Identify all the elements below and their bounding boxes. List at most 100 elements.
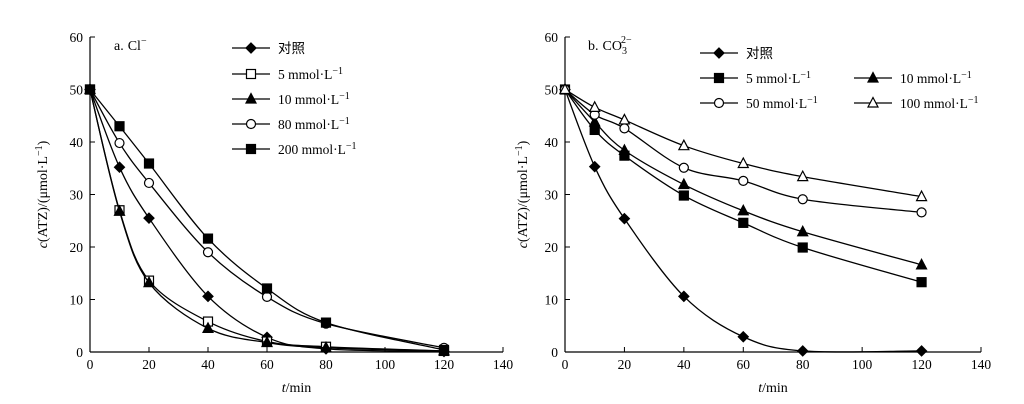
data-point	[737, 330, 750, 343]
x-tick-label: 60	[260, 357, 274, 372]
legend-item: 10 mmol·L−1	[854, 70, 972, 86]
data-point	[261, 291, 273, 302]
legend-name: 200	[278, 142, 299, 157]
series-line	[89, 89, 445, 352]
legend-marker	[245, 42, 257, 54]
x-axis-label: t/min	[282, 381, 312, 396]
data-point	[737, 203, 750, 216]
x-tick-label: 120	[434, 357, 455, 372]
data-point	[438, 344, 450, 355]
y-axis-sup: −1	[34, 145, 45, 156]
data-point	[678, 290, 690, 303]
legend-label: 10 mmol·L−1	[900, 70, 972, 86]
legend-name: 对照	[278, 41, 305, 56]
legend-marker	[245, 92, 257, 104]
legend-marker	[245, 118, 257, 130]
legend-item: 10 mmol·L−1	[232, 91, 350, 107]
y-tick-label: 60	[545, 30, 559, 45]
data-point	[202, 233, 214, 244]
y-tick-label: 30	[70, 188, 84, 203]
legend-label: 10 mmol·L−1	[278, 91, 350, 107]
data-point	[618, 143, 631, 155]
x-tick-label: 100	[852, 357, 873, 372]
legend-label: 80 mmol·L−1	[278, 116, 350, 132]
legend-label: 5 mmol·L−1	[278, 66, 343, 82]
x-tick-label: 100	[375, 357, 396, 372]
legend-marker	[713, 47, 725, 59]
legend-item: 80 mmol·L−1	[232, 116, 350, 132]
data-point	[261, 335, 273, 348]
panel-label: b. CO32−	[588, 35, 632, 57]
data-point	[915, 189, 928, 202]
legend-unit-sup: −1	[807, 95, 818, 106]
data-point	[320, 317, 332, 328]
y-tick-label: 50	[70, 83, 84, 98]
y-tick-label: 40	[545, 135, 559, 150]
legend-unit-sup: −1	[339, 91, 350, 102]
series-line	[89, 89, 445, 351]
legend-item: 5 mmol·L−1	[700, 70, 811, 86]
panel-letter: a.	[114, 39, 124, 54]
y-tick-label: 50	[545, 83, 559, 98]
data-point	[738, 217, 749, 228]
data-point	[559, 82, 571, 95]
legend-unit: mmol·L	[292, 117, 340, 132]
legend-marker	[713, 72, 725, 84]
legend-unit: mmol·L	[298, 142, 346, 157]
legend-name: 5	[278, 67, 285, 82]
legend-item: 50 mmol·L−1	[700, 95, 818, 111]
data-point	[677, 177, 690, 190]
data-point	[738, 175, 749, 186]
legend-label: 5 mmol·L−1	[746, 70, 811, 86]
y-tick-label: 40	[70, 135, 84, 150]
legend-marker	[867, 96, 879, 108]
legend-name: 10	[278, 92, 292, 107]
legend-unit-sup: −1	[968, 95, 979, 106]
data-point	[588, 115, 601, 127]
y-tick-label: 30	[545, 188, 559, 203]
legend-name: 100	[900, 96, 921, 111]
data-point	[797, 194, 808, 205]
data-point	[143, 158, 155, 169]
series-line	[89, 89, 445, 352]
data-point	[678, 190, 689, 201]
panel-label: a. Cl−	[114, 36, 147, 54]
data-point	[796, 169, 809, 182]
data-point	[320, 341, 332, 353]
data-point	[202, 321, 214, 333]
data-point	[202, 247, 214, 258]
series-1	[84, 84, 450, 357]
y-axis-var: c	[36, 241, 51, 248]
series-3	[84, 84, 450, 353]
y-tick-label: 0	[76, 345, 83, 360]
legend-unit: mmol·L	[292, 92, 340, 107]
y-axis-close: )	[516, 140, 531, 145]
x-tick-label: 80	[319, 357, 333, 372]
legend-unit-sup: −1	[332, 66, 343, 77]
data-point	[619, 123, 630, 134]
y-axis-label: c(ATZ)/(μmol·L−1)	[514, 140, 531, 248]
legend-item: 5 mmol·L−1	[232, 66, 343, 82]
x-tick-label: 140	[971, 357, 992, 372]
legend-item: 对照	[700, 46, 773, 61]
x-tick-label: 60	[737, 357, 751, 372]
data-point	[143, 177, 155, 189]
legend-unit-sup: −1	[800, 70, 811, 81]
series-4	[84, 84, 450, 355]
y-axis-sup: −1	[514, 145, 525, 156]
x-axis-unit: /min	[762, 381, 788, 396]
y-axis-close: )	[36, 140, 51, 145]
panel-letter: b.	[588, 39, 599, 54]
legend-item: 200 mmol·L−1	[232, 141, 357, 157]
legend-marker	[245, 143, 257, 155]
legend-unit: mmol·L	[914, 71, 962, 86]
legend-unit-sup: −1	[961, 70, 972, 81]
series-0	[84, 83, 450, 358]
y-tick-label: 60	[70, 30, 84, 45]
legend-marker	[867, 71, 879, 83]
y-tick-label: 20	[545, 240, 559, 255]
data-point	[797, 242, 808, 253]
data-point	[678, 162, 689, 173]
data-point	[916, 207, 927, 218]
